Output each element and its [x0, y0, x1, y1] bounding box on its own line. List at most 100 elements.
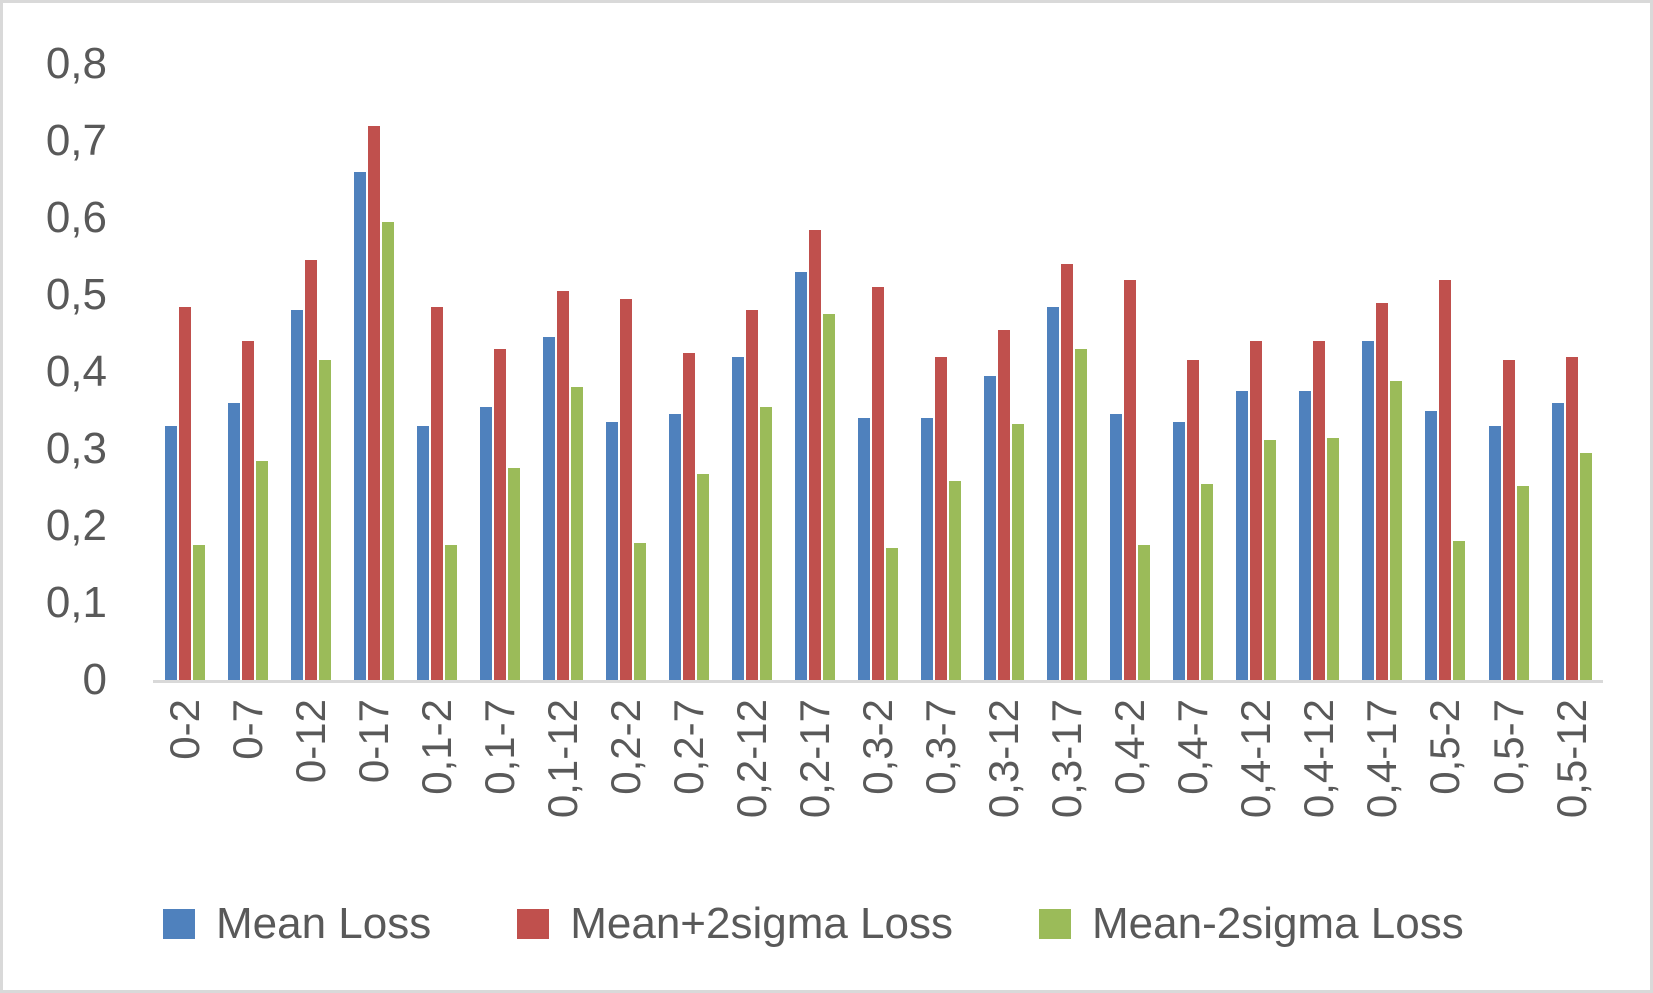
bar-mean-loss [921, 418, 934, 680]
bar-mean-loss [416, 425, 429, 680]
bar-mean-2sigma-loss [178, 306, 191, 680]
x-tick-label: 0,2-7 [664, 699, 712, 795]
bar-mean-2sigma-loss [1124, 279, 1137, 680]
bar-group [342, 64, 405, 680]
bar-mean-2sigma-loss [241, 341, 254, 680]
bar-mean-2sigma-loss [1565, 356, 1578, 680]
bar-mean-2sigma-loss [507, 468, 520, 680]
bar-group [847, 64, 910, 680]
bar-mean-2sigma-loss [1075, 348, 1088, 680]
x-tick-label: 0,2-17 [790, 699, 838, 819]
x-tick-label: 0,3-17 [1043, 699, 1091, 819]
legend-item: Mean-2sigma Loss [1039, 900, 1464, 948]
x-tick-label: 0,1-12 [538, 699, 586, 819]
bar-mean-2sigma-loss [570, 387, 583, 680]
bar-group [468, 64, 531, 680]
bar-group [531, 64, 594, 680]
bar-mean-loss [605, 422, 618, 680]
bar-mean-2sigma-loss [1327, 438, 1340, 680]
bar-mean-2sigma-loss [1201, 483, 1214, 680]
bar-mean-2sigma-loss [192, 545, 205, 680]
y-tick-label: 0 [82, 655, 107, 704]
bar-mean-loss [479, 406, 492, 680]
bar-group [216, 64, 279, 680]
y-tick-label: 0,1 [45, 578, 107, 627]
bar-group [594, 64, 657, 680]
y-tick-label: 0,4 [45, 347, 107, 396]
bar-mean-loss [731, 356, 744, 680]
bar-mean-loss [227, 402, 240, 680]
bar-mean-loss [1047, 306, 1060, 680]
x-tick-label: 0,2-2 [601, 699, 649, 795]
bar-group [153, 64, 216, 680]
bar-group [1288, 64, 1351, 680]
bar-mean-2sigma-loss [1579, 452, 1592, 680]
legend-swatch [163, 909, 195, 939]
bar-mean-2sigma-loss [682, 352, 695, 680]
bar-mean-loss [1236, 391, 1249, 680]
y-tick-label: 0,2 [45, 501, 107, 550]
legend-swatch [517, 909, 550, 939]
legend-item: Mean Loss [163, 900, 431, 948]
bar-mean-2sigma-loss [444, 545, 457, 680]
x-tick-label: 0,4-12 [1232, 699, 1280, 819]
bar-mean-2sigma-loss [759, 406, 772, 680]
bar-mean-2sigma-loss [633, 542, 646, 680]
plot-area [153, 64, 1603, 680]
bar-mean-loss [164, 425, 177, 680]
bar-mean-loss [1299, 391, 1312, 680]
bar-mean-2sigma-loss [1138, 545, 1151, 680]
bar-mean-2sigma-loss [318, 360, 331, 680]
bar-group [1099, 64, 1162, 680]
bar-mean-loss [1551, 402, 1564, 680]
y-tick-label: 0,7 [45, 116, 107, 165]
y-tick-label: 0,8 [45, 39, 107, 88]
bar-mean-2sigma-loss [1390, 381, 1403, 680]
bar-mean-2sigma-loss [1453, 541, 1466, 680]
bar-group [279, 64, 342, 680]
x-tick-label: 0,1-2 [412, 699, 460, 795]
bar-group [1540, 64, 1603, 680]
bar-group [1162, 64, 1225, 680]
bar-mean-2sigma-loss [1012, 423, 1025, 680]
bar-mean-loss [353, 171, 366, 680]
bar-mean-2sigma-loss [935, 356, 948, 680]
bar-mean-loss [794, 271, 807, 680]
bar-mean-loss [1110, 414, 1123, 680]
bar-mean-2sigma-loss [430, 306, 443, 680]
bar-mean-2sigma-loss [1439, 279, 1452, 680]
x-tick-label: 0,3-7 [917, 699, 965, 795]
bar-mean-2sigma-loss [255, 460, 268, 680]
x-tick-label: 0,5-7 [1484, 699, 1532, 795]
bar-group [405, 64, 468, 680]
bar-mean-loss [290, 310, 303, 680]
bar-group [1477, 64, 1540, 680]
bar-mean-2sigma-loss [1376, 302, 1389, 680]
bar-mean-2sigma-loss [304, 260, 317, 680]
x-tick-label: 0,1-7 [475, 699, 523, 795]
bar-mean-2sigma-loss [1264, 439, 1277, 680]
x-tick-label: 0,4-17 [1358, 699, 1406, 819]
bar-mean-loss [1425, 410, 1438, 680]
bar-mean-2sigma-loss [1313, 341, 1326, 680]
y-tick-label: 0,3 [45, 424, 107, 473]
x-tick-label: 0,4-7 [1169, 699, 1217, 795]
bar-group [910, 64, 973, 680]
bar-mean-loss [1173, 422, 1186, 680]
x-tick-label: 0-7 [223, 699, 271, 760]
legend: Mean Loss Mean+2sigma Loss Mean-2sigma Los… [163, 900, 1464, 948]
bar-group [1225, 64, 1288, 680]
bar-mean-loss [1362, 341, 1375, 680]
x-axis-labels: 0-2 0-7 0-12 0-17 0,1-2 0,1-7 0,1-12 0,2-2 0,2-7… [153, 699, 1603, 859]
x-tick-label: 0,5-2 [1421, 699, 1469, 795]
bar-mean-2sigma-loss [556, 291, 569, 680]
bar-mean-2sigma-loss [1516, 485, 1529, 680]
bar-mean-2sigma-loss [822, 314, 835, 680]
bar-mean-loss [984, 375, 997, 680]
bar-group [783, 64, 846, 680]
legend-label: Mean+2sigma Loss [570, 899, 953, 948]
legend-label: Mean-2sigma Loss [1092, 899, 1464, 948]
y-tick-label: 0,5 [45, 270, 107, 319]
bar-group [657, 64, 720, 680]
bar-mean-2sigma-loss [619, 298, 632, 680]
